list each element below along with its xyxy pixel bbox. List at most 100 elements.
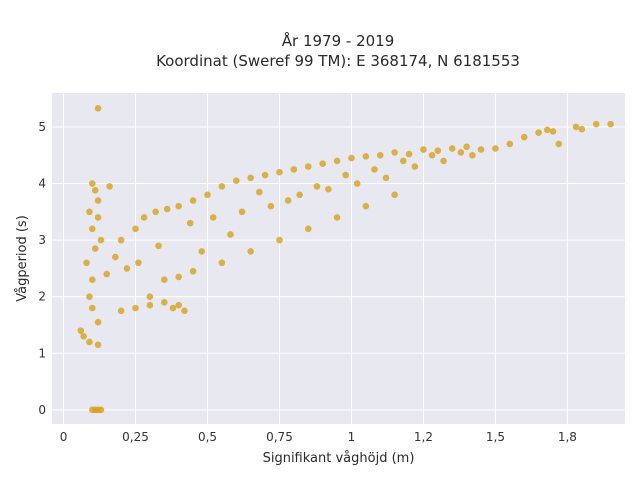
data-point xyxy=(163,205,171,213)
y-tick-label: 0 xyxy=(38,403,46,417)
plot-area xyxy=(52,93,625,424)
data-point xyxy=(477,146,485,153)
data-point xyxy=(86,208,93,216)
data-points xyxy=(77,104,614,414)
data-point xyxy=(362,153,370,160)
data-point xyxy=(261,171,269,179)
data-point xyxy=(181,307,188,315)
data-point xyxy=(117,236,125,244)
data-point xyxy=(543,126,551,134)
data-point xyxy=(376,151,384,159)
data-point xyxy=(247,248,254,255)
data-point xyxy=(140,214,148,221)
y-axis-ticks: 0 1 2 3 4 5 xyxy=(38,120,46,417)
data-point xyxy=(106,183,113,190)
data-point xyxy=(391,149,398,156)
data-point xyxy=(80,332,87,340)
x-tick-label: 0,25 xyxy=(122,430,149,444)
data-point xyxy=(112,253,119,261)
data-point xyxy=(267,202,275,210)
y-tick-label: 1 xyxy=(38,346,46,360)
data-point xyxy=(146,301,154,309)
data-point xyxy=(256,188,263,196)
data-point xyxy=(391,191,398,199)
data-point xyxy=(313,183,321,190)
y-tick-label: 5 xyxy=(38,120,46,134)
data-point xyxy=(97,406,105,414)
data-point xyxy=(83,259,90,267)
data-point xyxy=(97,236,105,244)
data-point xyxy=(420,146,427,153)
data-point xyxy=(290,166,298,173)
data-point xyxy=(86,293,93,300)
data-point xyxy=(371,166,378,173)
data-point xyxy=(209,214,217,221)
data-point xyxy=(152,208,159,216)
data-point xyxy=(218,183,226,190)
x-tick-label: 0,75 xyxy=(266,430,293,444)
data-point xyxy=(549,128,557,135)
data-point xyxy=(607,120,614,128)
y-tick-label: 2 xyxy=(38,290,46,304)
data-point xyxy=(232,177,240,185)
data-point xyxy=(304,225,312,233)
data-point xyxy=(160,276,168,284)
data-point xyxy=(175,301,182,309)
data-point xyxy=(160,299,168,306)
x-tick-label: 1,2 xyxy=(414,430,433,444)
x-tick-label: 1 xyxy=(348,430,356,444)
data-point xyxy=(77,327,85,334)
data-point xyxy=(399,157,407,165)
data-point xyxy=(175,202,182,210)
data-point xyxy=(353,180,361,187)
data-point xyxy=(348,154,355,162)
data-point xyxy=(89,304,96,312)
data-point xyxy=(117,307,125,315)
x-tick-label: 0 xyxy=(60,430,68,444)
data-point xyxy=(382,174,390,182)
chart-subtitle: Koordinat (Sweref 99 TM): E 368174, N 61… xyxy=(156,52,520,70)
data-point xyxy=(319,160,326,168)
data-point xyxy=(169,304,177,312)
data-point xyxy=(325,185,332,193)
data-point xyxy=(89,225,96,233)
data-point xyxy=(276,168,283,176)
data-point xyxy=(91,187,99,194)
data-point xyxy=(463,143,470,151)
data-point xyxy=(247,174,254,182)
data-point xyxy=(440,157,447,165)
data-point xyxy=(155,242,162,250)
data-point xyxy=(284,197,292,204)
data-point xyxy=(535,129,542,136)
data-point xyxy=(132,304,139,312)
data-point xyxy=(94,197,102,204)
data-point xyxy=(405,150,413,158)
data-point xyxy=(555,140,563,148)
y-axis-label: Vågperiod (s) xyxy=(15,215,30,302)
data-point xyxy=(296,191,303,199)
data-point xyxy=(578,125,586,133)
y-tick-label: 3 xyxy=(38,233,46,247)
data-point xyxy=(175,273,182,281)
data-point xyxy=(428,151,436,159)
data-point xyxy=(304,163,312,170)
x-axis-label: Signifikant våghöjd (m) xyxy=(263,451,415,466)
data-point xyxy=(520,133,528,141)
x-tick-label: 1,8 xyxy=(558,430,577,444)
data-point xyxy=(333,214,341,221)
data-point xyxy=(186,219,194,227)
data-point xyxy=(572,123,580,131)
data-point xyxy=(333,157,341,165)
data-point xyxy=(94,214,102,221)
data-point xyxy=(135,259,142,267)
data-point xyxy=(362,202,370,210)
data-point xyxy=(94,318,102,326)
data-point xyxy=(218,259,226,267)
data-point xyxy=(238,208,246,216)
data-point xyxy=(492,145,499,152)
y-tick-label: 4 xyxy=(38,177,46,191)
data-point xyxy=(146,293,154,300)
data-point xyxy=(94,341,102,349)
data-point xyxy=(434,147,442,155)
